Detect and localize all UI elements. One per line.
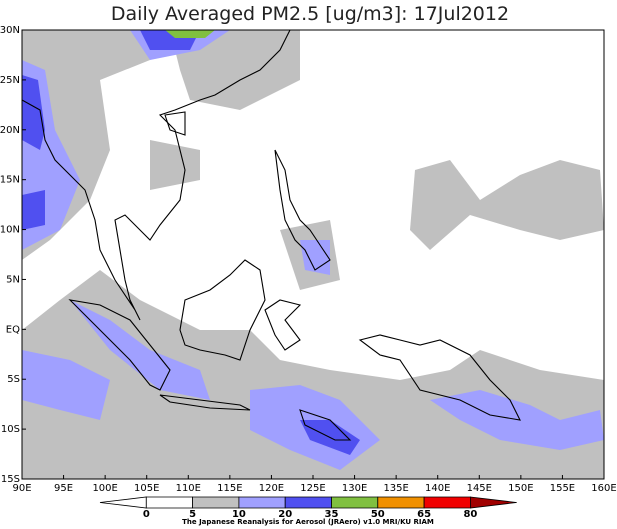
pm-5-10 (170, 30, 300, 110)
colorbar-label: 50 (371, 509, 385, 520)
coastline (264, 299, 302, 351)
colorbar: 0 5 10 20 35 50 65 80 (99, 496, 517, 520)
colorbar-swatch (145, 496, 193, 509)
lon-label: 145E (467, 483, 492, 494)
coastline (22, 30, 291, 321)
colorbar-swatch (331, 496, 379, 509)
colorbar-label: 80 (463, 509, 477, 520)
coastline (358, 334, 521, 421)
lat-label: 15N (0, 175, 20, 186)
colorbar-label: 5 (189, 509, 196, 520)
pm-10-20 (70, 300, 210, 400)
colorbar-swatch (284, 496, 332, 509)
coastline (299, 409, 352, 441)
pm-35-50 (165, 30, 215, 38)
lon-label: 105E (134, 483, 159, 494)
title: Daily Averaged PM2.5 [ug/m3]: 17Jul2012 (111, 3, 509, 25)
lon-label: 150E (508, 483, 533, 494)
map (21, 29, 605, 480)
lon-label: 130E (342, 483, 367, 494)
lon-label: 125E (300, 483, 325, 494)
lat-label: 5N (6, 274, 20, 285)
colorbar-label: 65 (417, 509, 431, 520)
colorbar-swatch (470, 496, 517, 509)
colorbar-swatch (238, 496, 286, 509)
coastline (179, 259, 266, 361)
lon-label: 115E (217, 483, 242, 494)
coastline (159, 394, 251, 411)
colorbar-label: 10 (232, 509, 246, 520)
lat-label: 25N (0, 75, 20, 86)
colorbar-label: 35 (325, 509, 339, 520)
lon-label: 110E (176, 483, 201, 494)
coastline (164, 111, 186, 136)
colorbar-label: 0 (143, 509, 150, 520)
colorbar-label: 20 (278, 509, 292, 520)
lat-label: 5S (7, 374, 20, 385)
lat-label: 20N (0, 125, 20, 136)
lat-label: 10N (0, 225, 20, 236)
pm-10-20 (22, 350, 110, 420)
lat-label: 10S (1, 424, 20, 435)
lon-label: 120E (259, 483, 284, 494)
coastline (68, 299, 171, 391)
credit: The Japanese Reanalysis for Aerosol (JRA… (182, 518, 434, 526)
colorbar-swatch (99, 496, 147, 509)
lat-label: 15S (1, 474, 20, 485)
lat-label: EQ (6, 324, 20, 335)
pm-5-10 (150, 140, 200, 190)
pm-5-10 (22, 270, 604, 479)
lon-label: 160E (591, 483, 616, 494)
lon-label: 90E (12, 483, 31, 494)
coastline (274, 149, 331, 271)
lon-label: 95E (54, 483, 73, 494)
colorbar-swatch (423, 496, 471, 509)
lon-label: 140E (425, 483, 450, 494)
pm-5-10 (410, 160, 604, 250)
lat-label: 30N (0, 25, 20, 36)
pm-20-35 (22, 190, 45, 230)
lon-label: 135E (383, 483, 408, 494)
pm-20-35 (22, 75, 45, 150)
colorbar-swatch (192, 496, 240, 509)
lon-label: 100E (92, 483, 117, 494)
lon-label: 155E (550, 483, 575, 494)
colorbar-swatch (377, 496, 425, 509)
